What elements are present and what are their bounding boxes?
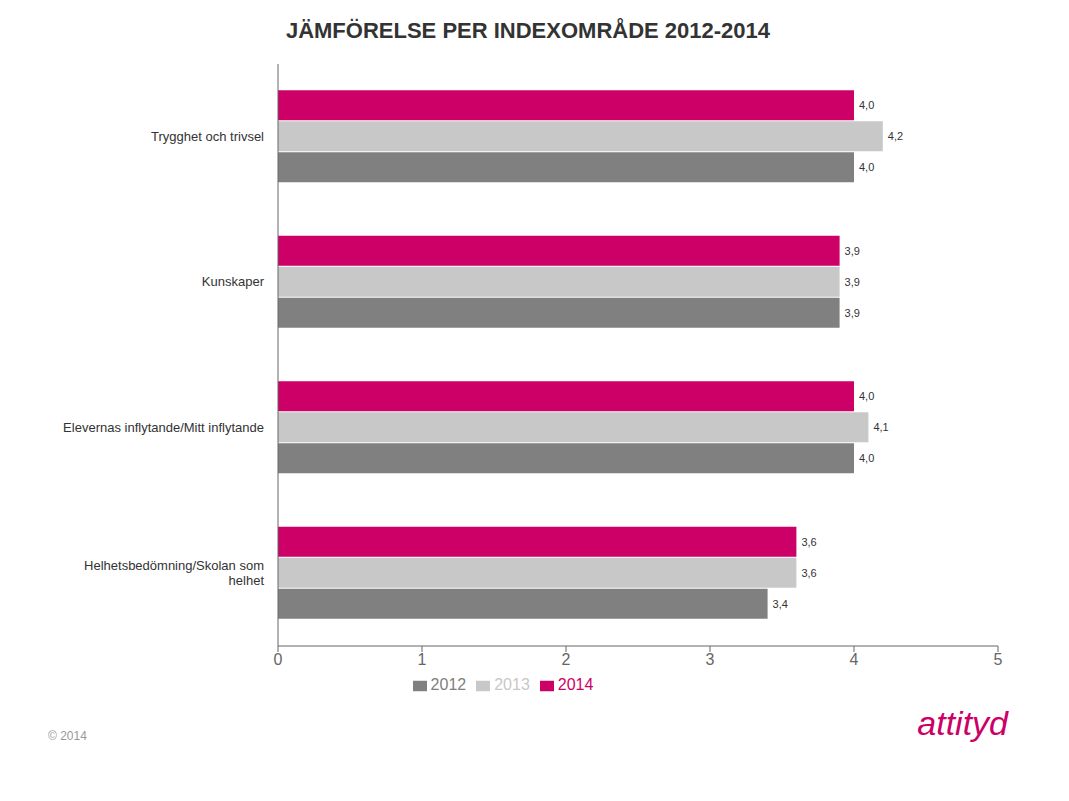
html-text:© 2014: © 2014 <box>48 729 87 743</box>
html-text:2013: 2013 <box>494 676 530 693</box>
svg-text:4,2: 4,2 <box>888 130 903 142</box>
svg-text:1: 1 <box>418 651 427 668</box>
svg-text:3,4: 3,4 <box>773 598 788 610</box>
svg-text:0: 0 <box>274 651 283 668</box>
svg-text:4,1: 4,1 <box>873 421 888 433</box>
svg-text:Kunskaper: Kunskaper <box>202 274 265 289</box>
svg-text:Helhetsbedömning/Skolan somhel: Helhetsbedömning/Skolan somhelhet <box>84 558 264 588</box>
html-text:attityd: attityd <box>917 704 1008 742</box>
svg-text:4,0: 4,0 <box>859 390 874 402</box>
svg-text:4,0: 4,0 <box>859 452 874 464</box>
svg-text:4: 4 <box>850 651 859 668</box>
svg-text:3,9: 3,9 <box>845 276 860 288</box>
html-text:2014: 2014 <box>557 676 594 693</box>
svg-text:4,0: 4,0 <box>859 99 874 111</box>
svg-text:3: 3 <box>706 651 715 668</box>
svg-text:5: 5 <box>994 651 1003 668</box>
svg-text:4,0: 4,0 <box>859 161 874 173</box>
svg-text:Trygghet och trivsel: Trygghet och trivsel <box>151 129 264 144</box>
svg-text:3,9: 3,9 <box>845 245 860 257</box>
html-text:JÄMFÖRELSE PER INDEXOMRÅDE 201: JÄMFÖRELSE PER INDEXOMRÅDE 2012-2014 <box>285 18 771 43</box>
svg-text:3,6: 3,6 <box>801 536 816 548</box>
svg-text:2: 2 <box>562 651 571 668</box>
svg-text:Elevernas inflytande/Mitt infl: Elevernas inflytande/Mitt inflytande <box>63 420 264 435</box>
svg-text:3,9: 3,9 <box>845 307 860 319</box>
svg-text:3,6: 3,6 <box>801 567 816 579</box>
html-text:2012: 2012 <box>430 676 467 693</box>
